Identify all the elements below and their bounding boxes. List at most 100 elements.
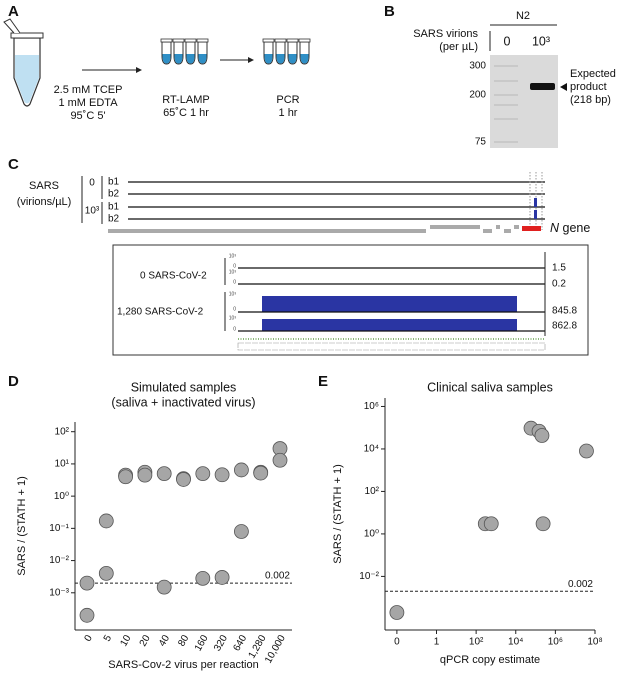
track-scale: 0 — [233, 263, 236, 269]
coverage — [262, 296, 517, 312]
x-tick-label: 10⁸ — [587, 637, 602, 648]
point — [176, 472, 191, 487]
ladder-band — [494, 65, 518, 67]
tube — [262, 38, 275, 65]
gene-symbol: N — [550, 221, 560, 235]
y-tick-label: 10⁻³ — [49, 587, 69, 598]
sample-label: SARS — [29, 180, 59, 192]
x-tick-label: 0 — [83, 633, 96, 644]
point — [253, 465, 269, 481]
coverage — [262, 319, 517, 331]
track-scale: 10³ — [229, 269, 237, 275]
tracks — [128, 181, 545, 220]
x-tick-label: 1 — [434, 637, 440, 648]
band-arrow — [560, 83, 567, 91]
track-scale: 0 — [233, 279, 236, 285]
panel-label: A — [8, 3, 19, 20]
track-value: 1.5 — [552, 263, 566, 274]
panel-label: D — [8, 373, 19, 390]
panel-label: B — [384, 3, 395, 20]
panel-label: E — [318, 373, 328, 390]
tube-cap — [3, 18, 21, 34]
y-tick-label: 10⁰ — [54, 491, 69, 502]
gel — [490, 55, 558, 148]
inset-group: 1,280 SARS-CoV-2 — [117, 307, 204, 318]
chart-title: Simulated samples — [131, 380, 237, 394]
tube-strip — [160, 38, 209, 65]
x-tick-label: 80 — [176, 633, 191, 649]
step-text: 2.5 mM TCEP — [54, 84, 123, 96]
y-tick-label: 10⁴ — [364, 444, 379, 455]
track-scale: 10³ — [229, 291, 237, 297]
gene-word: gene — [563, 221, 591, 235]
product-band — [530, 83, 555, 90]
step-text: 65˚C 1 hr — [163, 107, 209, 119]
y-tick-label: 10² — [55, 426, 70, 437]
translation — [237, 342, 546, 351]
ladder-band — [494, 141, 518, 143]
x-tick-label: 160 — [193, 633, 211, 653]
tube — [184, 38, 197, 65]
gene — [483, 229, 492, 233]
ladder-band — [494, 94, 518, 96]
y-tick-label: 10¹ — [55, 459, 70, 470]
step-text: 95˚C 5' — [70, 110, 105, 122]
x-axis-label: qPCR copy estimate — [440, 654, 540, 666]
point — [389, 605, 405, 620]
ladder-label: 300 — [469, 61, 486, 72]
track-value: 0.2 — [552, 279, 566, 290]
step-text: 1 mM EDTA — [58, 97, 118, 109]
y-axis-label: SARS / (STATH + 1) — [16, 476, 28, 576]
gene-label: N gene — [550, 221, 590, 235]
y-tick-label: 10⁻² — [49, 555, 69, 566]
tube — [196, 38, 209, 65]
tube — [160, 38, 173, 65]
point — [535, 516, 551, 532]
replicate: b2 — [108, 214, 120, 225]
point — [195, 466, 211, 482]
x-tick-label: 40 — [157, 633, 172, 649]
x-tick-label: 0 — [394, 637, 400, 648]
ladder-band — [494, 118, 518, 120]
condition: (per µL) — [439, 41, 478, 53]
lane-label: 0 — [504, 34, 511, 48]
point — [214, 467, 230, 483]
tube — [298, 38, 311, 65]
track-scale: 0 — [233, 326, 236, 332]
x-tick-label: 20 — [138, 633, 153, 649]
step-text: PCR — [276, 94, 299, 106]
chart-subtitle: (saliva + inactivated virus) — [111, 395, 255, 409]
inset-box — [112, 244, 589, 356]
track-scale: 0 — [233, 306, 236, 312]
inset-tracks — [238, 267, 545, 332]
threshold-label: 0.002 — [568, 579, 593, 590]
point — [118, 469, 133, 485]
point — [483, 516, 499, 532]
point — [579, 443, 594, 459]
y-tick-label: 10⁻² — [359, 571, 379, 582]
point — [534, 428, 550, 443]
x-tick-label: 320 — [212, 633, 230, 653]
ladder-band — [494, 80, 518, 82]
lane-label: 10³ — [532, 34, 550, 48]
condition: SARS virions — [413, 28, 478, 40]
coverage — [534, 210, 537, 219]
tube — [172, 38, 185, 65]
replicate: b1 — [108, 202, 120, 213]
step-text: RT-LAMP — [162, 94, 209, 106]
point — [79, 575, 95, 591]
x-tick-label: 10² — [469, 637, 484, 648]
ladder-band — [494, 104, 518, 106]
point — [98, 565, 114, 581]
point — [272, 452, 288, 468]
point — [79, 607, 95, 623]
gene — [108, 229, 426, 233]
track-scale: 10³ — [229, 253, 237, 259]
point — [195, 570, 211, 586]
y-axis-label: SARS / (STATH + 1) — [332, 464, 344, 564]
sample-label: (virions/µL) — [17, 196, 72, 208]
band-note: product — [570, 81, 607, 93]
band-note: Expected — [570, 68, 616, 80]
